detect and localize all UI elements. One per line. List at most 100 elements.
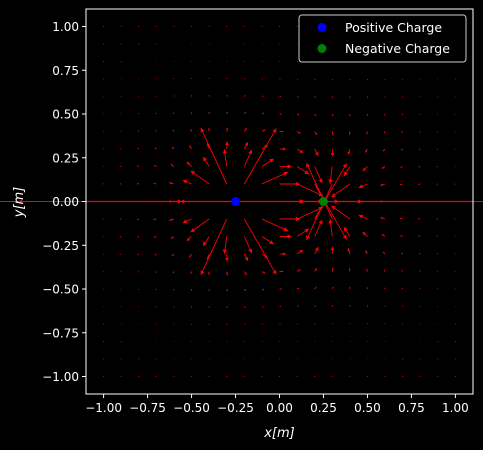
field-arrow: [381, 233, 386, 237]
field-arrow: [120, 341, 122, 342]
y-axis-label: y[m]: [12, 187, 27, 219]
field-arrow: [120, 43, 122, 45]
x-tick-label: 1.00: [442, 401, 469, 415]
field-arrow: [173, 26, 175, 27]
field-arrow: [437, 376, 439, 377]
legend-box: [298, 14, 467, 63]
y-tick-label: 1.00: [52, 20, 79, 34]
field-arrow: [348, 268, 351, 272]
field-arrow: [136, 218, 139, 220]
field-arrow: [382, 251, 386, 255]
field-arrow: [191, 95, 192, 97]
field-arrow: [190, 128, 192, 132]
x-tick-label: −0.75: [129, 401, 166, 415]
field-arrow: [401, 131, 403, 133]
field-arrow: [402, 376, 404, 377]
field-arrow: [155, 271, 157, 273]
field-arrow: [349, 113, 351, 117]
field-arrow: [314, 286, 317, 290]
field-arrow: [261, 236, 274, 245]
field-arrow: [208, 95, 210, 97]
field-arrow: [437, 358, 439, 360]
field-arrow: [401, 113, 404, 116]
field-arrow: [200, 127, 228, 185]
field-arrow: [347, 148, 351, 155]
field-arrow: [153, 182, 157, 185]
x-tick-label: 0.00: [266, 401, 293, 415]
field-arrow: [208, 376, 210, 377]
field-arrow: [358, 183, 368, 189]
field-arrow: [119, 165, 122, 167]
field-arrow: [243, 218, 277, 275]
field-arrow: [380, 183, 386, 186]
field-arrow: [418, 183, 421, 185]
positive-charge-marker: [231, 197, 241, 206]
field-arrow: [188, 253, 192, 258]
field-arrow: [279, 288, 282, 290]
field-arrow: [154, 147, 157, 150]
field-arrow: [222, 149, 228, 167]
field-arrow: [120, 148, 122, 150]
field-arrow: [155, 288, 157, 291]
field-arrow: [436, 253, 439, 255]
field-arrow: [103, 323, 105, 325]
field-arrow: [279, 306, 281, 307]
field-arrow: [279, 164, 292, 169]
field-arrow: [243, 253, 249, 262]
field-arrow: [349, 96, 351, 98]
field-arrow: [208, 128, 210, 132]
field-arrow: [186, 236, 192, 242]
field-arrow: [243, 26, 245, 27]
field-arrow: [296, 113, 300, 116]
field-arrow: [418, 218, 421, 220]
field-arrow: [226, 376, 228, 377]
field-arrow: [314, 113, 317, 117]
field-arrow: [296, 26, 298, 27]
field-arrow: [243, 149, 253, 167]
x-tick-label: −0.25: [217, 401, 254, 415]
field-arrow: [243, 288, 247, 292]
field-arrow: [331, 183, 351, 198]
field-arrow: [243, 376, 245, 377]
field-arrow: [418, 148, 421, 151]
field-arrow: [314, 78, 316, 80]
legend: Positive Charge Negative Charge: [298, 14, 467, 63]
field-arrow: [383, 269, 386, 272]
field-arrow: [137, 147, 140, 150]
x-tick-label: −1.00: [85, 401, 122, 415]
field-arrow: [208, 26, 210, 27]
y-tick-label: 0.75: [52, 64, 79, 78]
field-arrow: [202, 156, 210, 167]
field-arrow: [103, 26, 105, 27]
field-arrow: [279, 96, 281, 97]
field-arrow: [349, 286, 351, 290]
field-arrow: [261, 271, 266, 274]
field-arrow: [436, 131, 439, 133]
field-arrow: [279, 26, 280, 27]
field-arrow: [279, 252, 287, 256]
field-arrow: [155, 130, 157, 132]
field-arrow: [330, 246, 335, 255]
field-arrow: [384, 287, 386, 290]
field-arrow: [155, 358, 157, 360]
negative-charge-marker: [318, 197, 328, 206]
field-arrow: [349, 376, 351, 377]
field-arrow: [136, 183, 139, 185]
field-arrow: [173, 112, 175, 115]
field-arrow: [400, 148, 403, 151]
field-arrow: [243, 236, 253, 254]
field-arrow: [243, 128, 277, 185]
field-arrow: [314, 323, 316, 325]
x-tick-label: 0.25: [310, 401, 337, 415]
field-arrow: [137, 165, 139, 167]
field-arrow: [381, 166, 386, 170]
field-arrow: [436, 235, 438, 237]
field-arrow: [208, 306, 210, 308]
field-arrow: [243, 271, 247, 276]
field-arrow: [226, 111, 228, 115]
field-arrow: [358, 214, 368, 220]
field-arrow: [208, 288, 210, 292]
field-arrow: [306, 183, 333, 241]
field-arrow: [120, 130, 122, 132]
field-arrow: [384, 113, 386, 116]
